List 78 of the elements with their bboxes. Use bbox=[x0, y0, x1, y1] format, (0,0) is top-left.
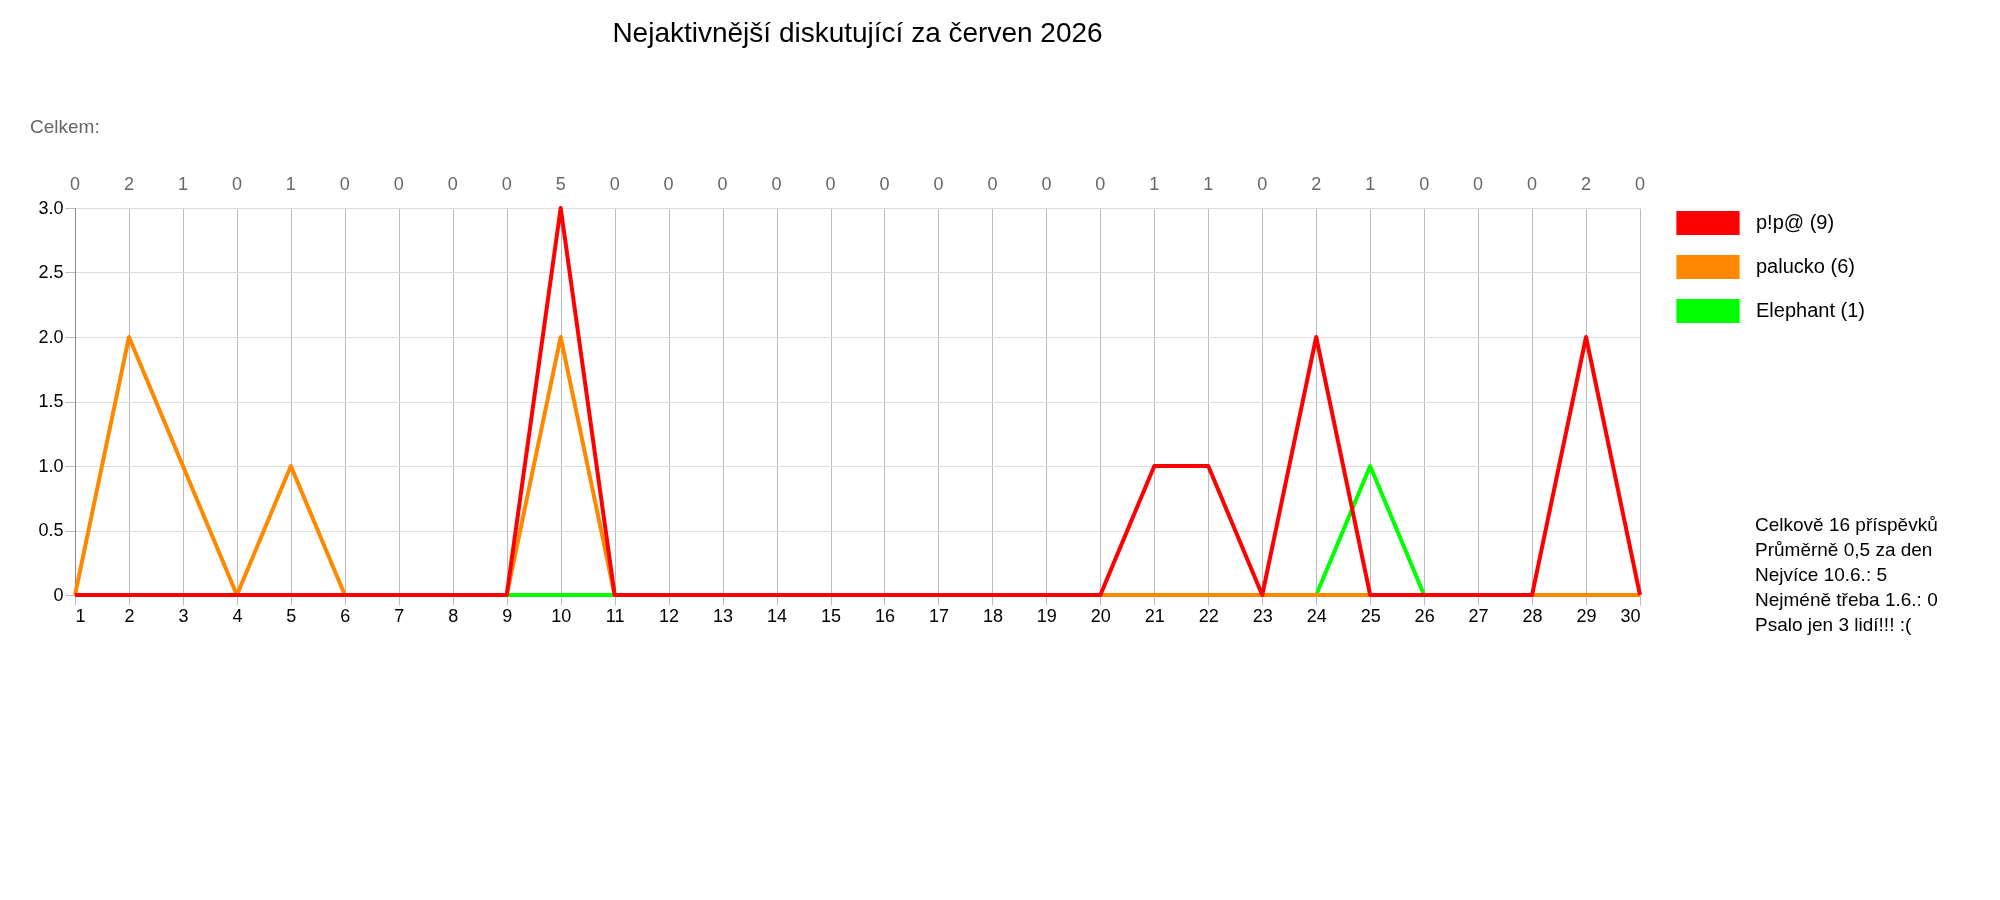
text: Nejvíce 10.6.: 5 bbox=[1755, 564, 1888, 585]
x-tick-label: 9 bbox=[502, 605, 513, 626]
y-tick-label: 3.0 bbox=[38, 197, 64, 218]
x-tick-label: 27 bbox=[1468, 605, 1489, 626]
x-tick-label: 12 bbox=[659, 605, 680, 626]
text: 0 bbox=[1419, 174, 1430, 194]
y-tick-label: 0.5 bbox=[38, 520, 64, 540]
x-tick-label: 20 bbox=[1090, 605, 1111, 626]
legend-label: palucko (6) bbox=[1756, 255, 1855, 277]
legend-label: p!p@ (9) bbox=[1756, 211, 1835, 233]
line-series bbox=[73, 206, 1642, 597]
text: 0 bbox=[339, 174, 350, 194]
x-tick-label: 3 bbox=[178, 605, 189, 626]
x-tick-label: 18 bbox=[982, 605, 1003, 626]
text: 0 bbox=[231, 174, 242, 194]
text: 1 bbox=[1203, 174, 1214, 194]
text: 0 bbox=[933, 174, 944, 194]
x-tick-label: 7 bbox=[394, 605, 405, 626]
x-tick-label: 30 bbox=[1620, 605, 1641, 626]
text: 0 bbox=[1527, 174, 1538, 194]
text: 0 bbox=[447, 174, 458, 194]
x-tick-label: 22 bbox=[1198, 605, 1219, 626]
x-tick-label: 8 bbox=[448, 605, 459, 626]
x-tick-label: 21 bbox=[1144, 605, 1165, 626]
text: 0 bbox=[1634, 174, 1646, 194]
x-tick-label: 4 bbox=[232, 605, 243, 626]
text: 0 bbox=[879, 174, 890, 194]
y-tick-label: 2.5 bbox=[38, 262, 64, 282]
text: 2 bbox=[1581, 174, 1592, 194]
text: 1 bbox=[1149, 174, 1160, 194]
text: 0 bbox=[1257, 174, 1268, 194]
y-tick-label: 0 bbox=[53, 584, 64, 605]
text: Průměrně 0,5 za den bbox=[1755, 539, 1933, 560]
text: 2 bbox=[123, 174, 134, 194]
text: 0 bbox=[1095, 174, 1106, 194]
text: Celkem: bbox=[30, 116, 100, 137]
text: 0 bbox=[69, 174, 81, 194]
x-tick-label: 14 bbox=[767, 605, 788, 626]
x-tick-label: 29 bbox=[1576, 605, 1597, 626]
x-tick-label: 15 bbox=[821, 605, 842, 626]
text: Psalo jen 3 lidí!!! :( bbox=[1755, 614, 1912, 635]
text: 0 bbox=[1473, 174, 1484, 194]
text: 2 bbox=[1311, 174, 1322, 194]
text: 0 bbox=[771, 174, 782, 194]
text: 0 bbox=[717, 174, 728, 194]
x-tick-label: 23 bbox=[1252, 605, 1273, 626]
x-tick-label: 11 bbox=[605, 605, 625, 626]
x-tick-label: 26 bbox=[1414, 605, 1435, 626]
text: Celkově 16 příspěvků bbox=[1755, 514, 1938, 535]
text: 0 bbox=[825, 174, 836, 194]
x-tick-label: 6 bbox=[340, 605, 351, 626]
x-tick-label: 2 bbox=[124, 605, 135, 626]
x-tick-label: 13 bbox=[713, 605, 734, 626]
y-tick-label: 2.0 bbox=[38, 326, 64, 347]
text: 0 bbox=[609, 174, 620, 194]
text: 0 bbox=[663, 174, 674, 194]
x-tick-label: 25 bbox=[1360, 605, 1381, 626]
text: 5 bbox=[555, 174, 566, 194]
x-tick-label: 5 bbox=[286, 605, 297, 626]
x-tick-label: 28 bbox=[1522, 605, 1543, 626]
text: 0 bbox=[393, 174, 404, 194]
x-tick-label: 24 bbox=[1306, 605, 1327, 626]
x-tick-label: 10 bbox=[551, 605, 572, 626]
x-tick-label: 19 bbox=[1036, 605, 1057, 626]
y-tick-label: 1.0 bbox=[38, 455, 64, 476]
x-tick-label: 16 bbox=[874, 605, 895, 626]
text: 1 bbox=[1365, 174, 1376, 194]
text: 0 bbox=[501, 174, 512, 194]
text: Nejméně třeba 1.6.: 0 bbox=[1755, 589, 1938, 610]
x-tick-label: 1 bbox=[75, 605, 86, 626]
text: 0 bbox=[987, 174, 998, 194]
text: 0 bbox=[1041, 174, 1052, 194]
text: 1 bbox=[285, 174, 296, 194]
x-tick-label: 17 bbox=[928, 605, 949, 626]
legend-label: Elephant (1) bbox=[1756, 299, 1865, 321]
y-tick-label: 1.5 bbox=[38, 391, 64, 411]
chart-title: Nejaktivnější diskutující za červen 2026 bbox=[612, 17, 1103, 48]
text: 1 bbox=[177, 174, 188, 194]
